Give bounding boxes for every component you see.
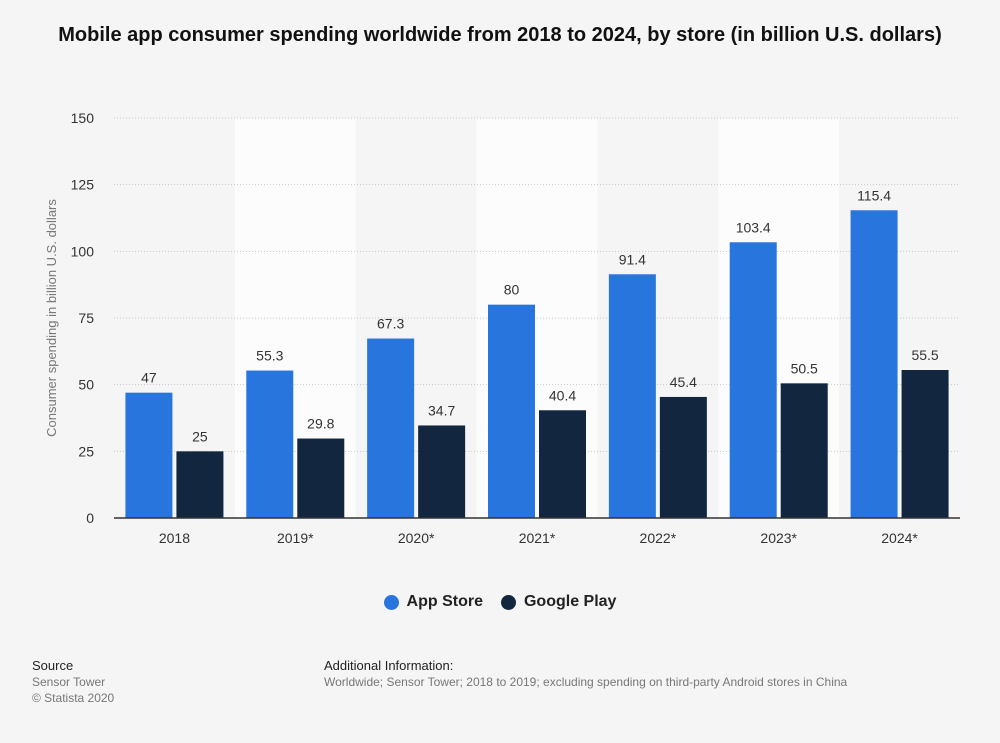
x-tick-label: 2019* [277,530,314,546]
legend: App Store Google Play [0,593,1000,611]
bar-app-store-2019* [246,370,294,518]
data-label: 55.3 [256,348,283,364]
source-block: Source Sensor Tower © Statista 2020 [32,658,114,706]
legend-label-google-play: Google Play [523,593,617,610]
data-label: 47 [141,370,157,386]
data-label: 29.8 [307,416,334,432]
data-label: 55.5 [911,347,938,363]
bar-google-play-2018 [176,451,224,518]
bar-google-play-2020* [418,425,466,518]
x-axis-ticks: 2018 2019* 2020* 2021* 2022* 2023* 2024* [159,530,919,546]
legend-item-google-play[interactable]: Google Play [500,593,617,611]
x-tick-label: 2021* [519,530,556,546]
data-labels: 47 25 55.3 29.8 67.3 34.7 80 40.4 91.4 45.4 103.4 5… [141,187,939,444]
bar-app-store-2024* [850,210,898,518]
bar-google-play-2023* [780,383,828,518]
data-label: 91.4 [619,251,646,267]
bar-google-play-2021* [539,410,586,518]
x-tick-label: 2020* [398,530,435,546]
data-label: 34.7 [428,402,455,418]
data-label: 50.5 [791,360,818,376]
data-label: 115.4 [857,187,891,203]
data-label: 67.3 [377,316,404,332]
source-heading: Source [32,658,74,673]
x-tick-label: 2022* [640,530,677,546]
bar-google-play-2024* [901,370,949,518]
bar-app-store-2023* [729,242,777,518]
additional-info-block: Additional Information: Worldwide; Senso… [324,658,847,690]
x-tick-label: 2018 [159,530,190,546]
y-tick-label: 50 [78,377,94,393]
y-tick-label: 150 [71,110,95,126]
data-label: 103.4 [736,219,771,235]
bar-app-store-2020* [367,338,415,518]
chart-title: Mobile app consumer spending worldwide f… [58,24,942,46]
data-label: 45.4 [670,374,697,390]
y-axis-ticks: 0 25 50 75 100 125 150 [71,110,95,526]
bar-google-play-2019* [297,438,345,518]
data-label: 25 [192,428,208,444]
bars [125,210,949,518]
copyright-line: © Statista 2020 [32,691,115,705]
data-label: 40.4 [549,387,576,403]
y-tick-label: 0 [86,510,94,526]
source-line: Sensor Tower [32,675,106,689]
y-tick-label: 125 [71,177,95,193]
legend-swatch-google-play [500,594,516,610]
y-axis-label: Consumer spending in billion U.S. dollar… [44,199,59,437]
bar-app-store-2018 [125,392,173,518]
additional-info-text: Worldwide; Sensor Tower; 2018 to 2019; e… [324,675,848,689]
x-tick-label: 2024* [881,530,918,546]
bar-app-store-2022* [608,274,656,518]
y-tick-label: 75 [78,310,94,326]
bar-app-store-2021* [488,304,535,518]
legend-label-app-store: App Store [406,593,483,610]
x-tick-label: 2023* [760,530,797,546]
additional-info-heading: Additional Information: [324,658,454,673]
legend-item-app-store[interactable]: App Store [383,593,483,611]
y-tick-label: 25 [78,443,94,459]
bar-google-play-2022* [659,396,707,518]
legend-swatch-app-store [383,594,399,610]
data-label: 80 [504,282,520,298]
y-tick-label: 100 [71,243,95,259]
